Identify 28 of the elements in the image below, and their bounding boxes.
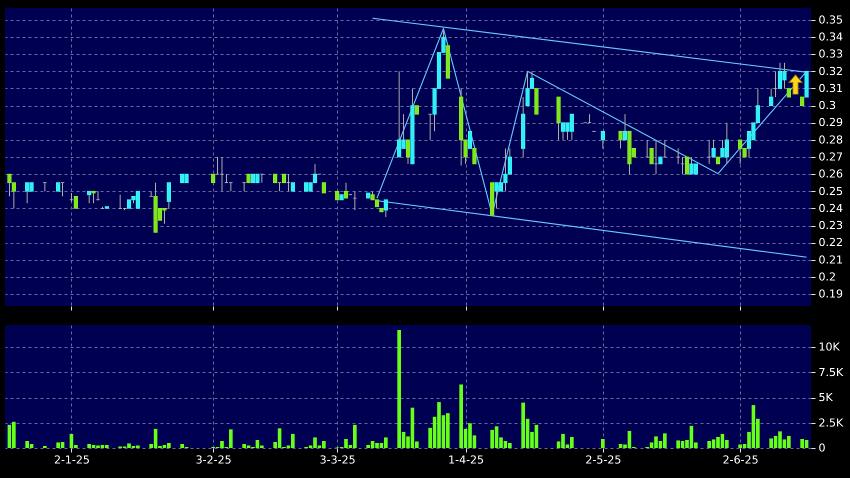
y-tick-label: 0.2 bbox=[818, 270, 836, 284]
y-tick-label: 0.35 bbox=[818, 13, 843, 26]
y-tick-label: 0.34 bbox=[818, 30, 843, 44]
y-tick-label: 0 bbox=[818, 442, 826, 454]
y-tick-label: 0.31 bbox=[818, 82, 843, 95]
y-tick-label: 0.26 bbox=[818, 168, 843, 181]
x-tick-label: 3-2-25 bbox=[196, 454, 232, 466]
y-tick-label: 0.33 bbox=[818, 48, 843, 61]
y-tick-label: 0.19 bbox=[818, 288, 843, 301]
y-tick-label: 0.32 bbox=[818, 64, 843, 78]
y-tick-label: 0.28 bbox=[818, 133, 843, 146]
y-tick-label: 0.22 bbox=[818, 236, 843, 250]
y-tick-label: 0.29 bbox=[818, 116, 843, 130]
y-tick-label: 2.5K bbox=[818, 416, 844, 430]
y-tick-label: 7.5K bbox=[818, 366, 844, 379]
x-tick-label: 3-3-25 bbox=[320, 454, 356, 466]
y-tick-label: 0.3 bbox=[818, 99, 836, 112]
y-tick-label: 5K bbox=[818, 391, 834, 404]
y-tick-label: 0.21 bbox=[818, 253, 843, 266]
y-tick-label: 0.23 bbox=[818, 219, 843, 232]
x-tick-label: 2-6-25 bbox=[722, 454, 759, 466]
x-tick-label: 2-5-25 bbox=[585, 454, 622, 466]
y-tick-label: 0.24 bbox=[818, 202, 843, 215]
y-tick-label: 0.25 bbox=[818, 184, 843, 198]
y-tick-label: 10K bbox=[818, 340, 840, 354]
x-tick-label: 2-1-25 bbox=[54, 454, 90, 466]
x-tick-label: 1-4-25 bbox=[448, 454, 484, 466]
y-tick-label: 0.27 bbox=[818, 150, 843, 164]
